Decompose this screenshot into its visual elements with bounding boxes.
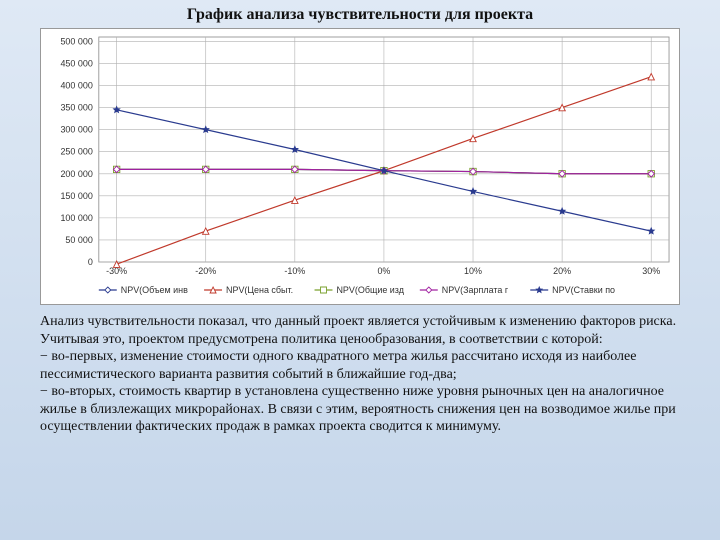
svg-text:NPV(Общие изд: NPV(Общие изд — [336, 285, 404, 295]
svg-text:450 000: 450 000 — [60, 58, 92, 68]
body-p3: − во-вторых, стоимость квартир в установ… — [40, 383, 680, 436]
svg-text:200 000: 200 000 — [60, 169, 92, 179]
svg-text:0%: 0% — [377, 266, 390, 276]
body-p1: Анализ чувствительности показал, что дан… — [40, 313, 680, 348]
svg-text:NPV(Зарплата г: NPV(Зарплата г — [442, 285, 509, 295]
svg-text:250 000: 250 000 — [60, 147, 92, 157]
svg-text:100 000: 100 000 — [60, 213, 92, 223]
svg-text:350 000: 350 000 — [60, 103, 92, 113]
svg-text:400 000: 400 000 — [60, 81, 92, 91]
svg-text:NPV(Объем инв: NPV(Объем инв — [121, 285, 188, 295]
svg-text:50 000: 50 000 — [65, 235, 92, 245]
body-p2: − во-первых, изменение стоимости одного … — [40, 348, 680, 383]
svg-text:300 000: 300 000 — [60, 125, 92, 135]
svg-text:500 000: 500 000 — [60, 36, 92, 46]
svg-text:0: 0 — [88, 257, 93, 267]
slide: График анализа чувствительности для прое… — [0, 0, 720, 540]
body-text: Анализ чувствительности показал, что дан… — [40, 313, 680, 436]
svg-text:150 000: 150 000 — [60, 191, 92, 201]
page-title: График анализа чувствительности для прое… — [0, 0, 720, 24]
svg-text:-10%: -10% — [284, 266, 305, 276]
svg-text:10%: 10% — [464, 266, 482, 276]
svg-text:NPV(Цена сбыт.: NPV(Цена сбыт. — [226, 285, 293, 295]
chart-canvas: 0 50 000 100 000 150 000 200 000 250 000 300 0… — [41, 29, 679, 304]
svg-text:30%: 30% — [642, 266, 660, 276]
svg-text:20%: 20% — [553, 266, 571, 276]
svg-text:-20%: -20% — [195, 266, 216, 276]
svg-text:NPV(Ставки по: NPV(Ставки по — [552, 285, 615, 295]
sensitivity-chart: 0 50 000 100 000 150 000 200 000 250 000 300 0… — [40, 28, 680, 305]
